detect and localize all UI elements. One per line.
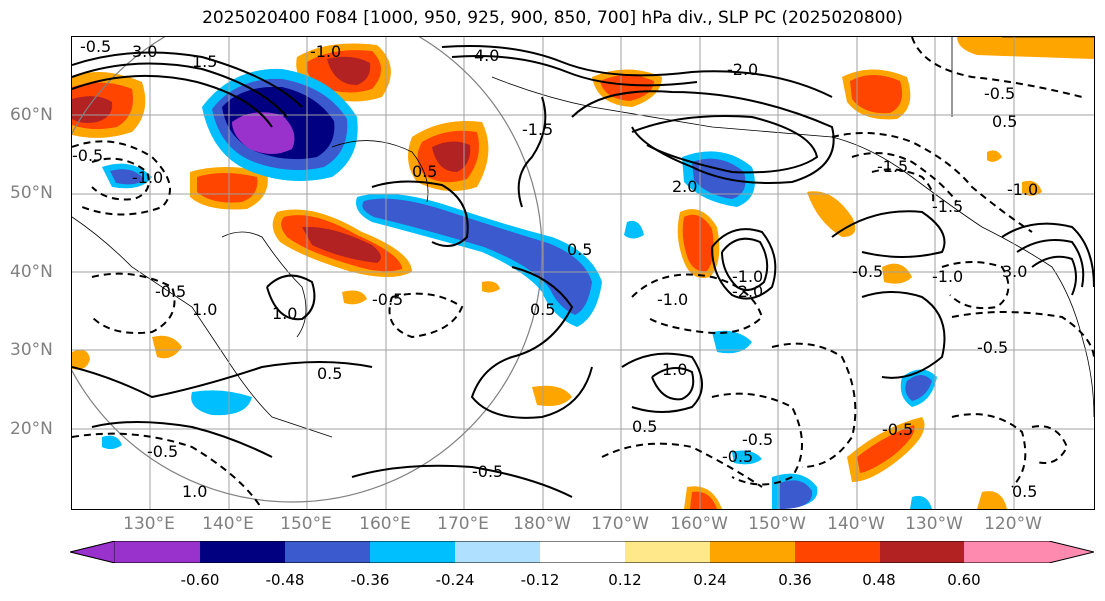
colorbar-tick-label: -0.12 (520, 571, 560, 589)
map-panel: -0.5 3.0 4.0 -1.0 -2.0 -1.5 -0.5 -1.0 0.… (71, 36, 1095, 510)
contour-label: -0.5 (155, 282, 186, 301)
contour-label: -1.0 (1007, 180, 1038, 199)
colorbar-segment (540, 541, 625, 563)
colorbar-segment (285, 541, 370, 563)
contour-label: 0.5 (632, 417, 657, 436)
contour-label: -2.0 (727, 60, 758, 79)
contour-label: 1.5 (192, 52, 217, 71)
colorbar-segment (964, 541, 1049, 563)
contour-label: -0.5 (977, 338, 1008, 357)
latitude-label: 40°N (10, 262, 53, 282)
contour-label: 3.0 (1002, 262, 1027, 281)
colorbar-tick-label: -0.24 (435, 571, 475, 589)
contour-label: 0.5 (567, 240, 592, 259)
contour-label: -0.5 (742, 430, 773, 449)
contour-label: 2.0 (672, 177, 697, 196)
colorbar-tick-label: 0.12 (608, 571, 642, 589)
contour-label: 0.5 (1012, 482, 1037, 501)
colorbar-tick-label: 0.36 (778, 571, 812, 589)
colorbar-segment (880, 541, 964, 563)
latitude-label: 20°N (10, 419, 53, 439)
colorbar-tick-label: -0.36 (350, 571, 390, 589)
contour-label: -1.0 (657, 290, 688, 309)
coastlines (72, 37, 1094, 438)
latitude-label: 60°N (10, 105, 53, 125)
longitude-label: 170°W (591, 514, 649, 534)
contour-label: 0.5 (412, 162, 437, 181)
latitude-label: 30°N (10, 340, 53, 360)
contour-label: -0.5 (372, 290, 403, 309)
longitude-label: 120°W (984, 514, 1042, 534)
contour-label: 1.0 (662, 360, 687, 379)
latitude-label: 50°N (10, 183, 53, 203)
colorbar (70, 541, 1094, 563)
contour-label: -0.5 (80, 37, 111, 56)
contour-label: -1.0 (310, 42, 341, 61)
colorbar-segment (200, 541, 285, 563)
contour-label: -2.0 (732, 282, 763, 301)
contour-label: 1.0 (192, 300, 217, 319)
colorbar-segment (370, 541, 455, 563)
colorbar-segment (795, 541, 880, 563)
colorbar-tick-label: -0.48 (265, 571, 305, 589)
negative-divergence-shading (102, 68, 937, 509)
contour-label: -0.5 (722, 447, 753, 466)
contour-label: -1.0 (732, 267, 763, 286)
contour-label: -1.5 (522, 120, 553, 139)
contour-label: 4.0 (474, 46, 499, 65)
contour-label: 0.5 (317, 364, 342, 383)
longitude-label: 160°E (359, 514, 411, 534)
colorbar-segment (70, 541, 116, 563)
colorbar-segment (1049, 541, 1094, 563)
contour-label: -1.0 (932, 267, 963, 286)
contour-label: 1.0 (182, 482, 207, 501)
contour-label: -0.5 (147, 442, 178, 461)
longitude-label: 180°W (513, 514, 571, 534)
colorbar-tick-label: 0.24 (693, 571, 727, 589)
slp-negative-contours (72, 37, 1094, 509)
graticule (72, 37, 1094, 509)
contour-label: -0.5 (72, 146, 103, 165)
longitude-label: 170°E (437, 514, 489, 534)
longitude-label: 150°W (748, 514, 806, 534)
longitude-label: 140°W (827, 514, 885, 534)
colorbar-tick-label: -0.60 (180, 571, 220, 589)
contour-label: -0.5 (472, 462, 503, 481)
range-circle (72, 37, 543, 503)
contour-label: 0.5 (992, 112, 1017, 131)
contour-label: -1.0 (132, 168, 163, 187)
colorbar-segment (115, 541, 200, 563)
contour-label: 1.0 (272, 304, 297, 323)
contour-label: -1.5 (877, 157, 908, 176)
colorbar-segment (625, 541, 710, 563)
map-canvas: -0.5 3.0 4.0 -1.0 -2.0 -1.5 -0.5 -1.0 0.… (72, 37, 1094, 509)
contour-label: 0.5 (530, 300, 555, 319)
colorbar-tick-label: 0.48 (862, 571, 896, 589)
longitude-label: 130°E (123, 514, 175, 534)
slp-positive-contours (72, 45, 1094, 498)
contour-label: -0.5 (882, 420, 913, 439)
contour-label: 3.0 (132, 42, 157, 61)
colorbar-tick-label: 0.60 (947, 571, 981, 589)
colorbar-segment (455, 541, 540, 563)
contour-label: -0.5 (984, 84, 1015, 103)
colorbar-segment (710, 541, 795, 563)
longitude-label: 130°W (905, 514, 963, 534)
contour-labels: -0.5 3.0 4.0 -1.0 -2.0 -1.5 -0.5 -1.0 0.… (72, 37, 1038, 501)
longitude-label: 150°E (280, 514, 332, 534)
map-title: 2025020400 F084 [1000, 950, 925, 900, 85… (202, 8, 903, 28)
longitude-label: 160°W (670, 514, 728, 534)
contour-label: -1.5 (932, 197, 963, 216)
longitude-label: 140°E (202, 514, 254, 534)
contour-label: -0.5 (852, 262, 883, 281)
